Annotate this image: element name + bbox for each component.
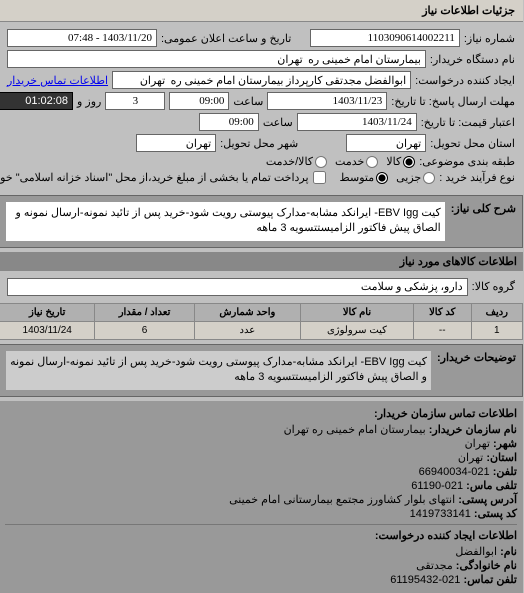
purchase-radio-group: جزیی متوسط	[341, 171, 437, 184]
request-no-field[interactable]	[311, 29, 461, 47]
th-code: کد کالا	[414, 303, 472, 321]
buyer-notes-box: توضیحات خریدار: کیت EBV Igg- ایرانکد مشا…	[0, 344, 524, 397]
contact-section: اطلاعات تماس سازمان خریدار: نام سازمان خ…	[0, 401, 524, 593]
radio-small-label: جزیی	[397, 171, 422, 184]
radio-service-label: خدمت	[336, 155, 365, 168]
delivery-city-label: شهر محل تحویل:	[221, 137, 299, 150]
contact-org: نام سازمان خریدار: بیمارستان امام خمینی …	[6, 423, 518, 436]
radio-small-input[interactable]	[424, 172, 436, 184]
reply-date-field[interactable]	[268, 92, 388, 110]
goods-section-title: اطلاعات کالاهای مورد نیاز	[0, 252, 524, 271]
th-name: نام کالا	[302, 303, 415, 321]
cell-name: کیت سرولوژی	[302, 321, 415, 339]
table-row[interactable]: 1 -- کیت سرولوژی عدد 6 1403/11/24	[1, 321, 524, 339]
th-date: تاریخ نیاز	[1, 303, 96, 321]
purchase-note: پرداخت تمام یا بخشی از مبلغ خرید،از محل …	[0, 171, 310, 184]
creator-lname: نام خانوادگی: مجدتقی	[6, 559, 518, 572]
goods-table: ردیف کد کالا نام کالا واحد شمارش تعداد /…	[0, 303, 524, 340]
contact-address: آدرس پستی: انتهای بلوار کشاورز مجتمع بیم…	[6, 493, 518, 506]
delivery-province-label: استان محل تحویل:	[431, 137, 516, 150]
th-unit: واحد شمارش	[195, 303, 301, 321]
contact-fax: تلفی ماس: 021-61190	[6, 479, 518, 492]
delivery-city-field[interactable]	[137, 134, 217, 152]
days-field[interactable]	[106, 92, 166, 110]
date-label: تاریخ و ساعت اعلان عمومی:	[162, 32, 292, 45]
buyer-notes-text: کیت EBV Igg- ایرانکد مشابه-مدارک پیوستی …	[7, 351, 432, 390]
contact-title: اطلاعات تماس سازمان خریدار:	[6, 407, 518, 420]
radio-goods-label: کالا	[387, 155, 402, 168]
radio-service[interactable]: خدمت	[336, 155, 379, 168]
contact-link[interactable]: اطلاعات تماس خریدار	[8, 74, 109, 87]
creator-fname: نام: ابوالفضل	[6, 545, 518, 558]
description-box: شرح کلی نیاز: کیت EBV Igg- ایرانکد مشابه…	[0, 195, 524, 248]
time-label-1: ساعت	[234, 95, 264, 108]
cell-code: --	[414, 321, 472, 339]
contact-phone: تلفن: 021-66940034	[6, 465, 518, 478]
cell-unit: عدد	[195, 321, 301, 339]
days-label: روز و	[78, 95, 102, 108]
reply-deadline-label: مهلت ارسال پاسخ: تا تاریخ:	[392, 95, 516, 108]
contact-postal: کد پستی: 1419733141	[6, 507, 518, 520]
requester-field[interactable]	[113, 71, 412, 89]
radio-goods-input[interactable]	[404, 156, 416, 168]
th-row: ردیف	[472, 303, 523, 321]
time-label-2: ساعت	[264, 116, 294, 129]
validity-date-field[interactable]	[298, 113, 418, 131]
radio-both-label: کالا/خدمت	[267, 155, 314, 168]
radio-both[interactable]: کالا/خدمت	[267, 155, 328, 168]
contact-province: استان: تهران	[6, 451, 518, 464]
contact-city: شهر: تهران	[6, 437, 518, 450]
date-field[interactable]	[8, 29, 158, 47]
radio-medium-input[interactable]	[377, 172, 389, 184]
budget-label: طبقه بندی موضوعی:	[420, 155, 516, 168]
cell-date: 1403/11/24	[1, 321, 96, 339]
creator-phone: تلفن تماس: 021-61195432	[6, 573, 518, 586]
goods-group-label: گروه کالا:	[473, 280, 516, 293]
description-text: کیت EBV Igg- ایرانکد مشابه-مدارک پیوستی …	[7, 202, 446, 241]
payment-checkbox[interactable]	[314, 171, 327, 184]
tab-title: جزئیات اطلاعات نیاز	[423, 5, 516, 17]
header-section: شماره نیاز: تاریخ و ساعت اعلان عمومی: نا…	[0, 22, 524, 191]
purchase-label: نوع فرآیند خرید :	[440, 171, 516, 184]
validity-time-field[interactable]	[200, 113, 260, 131]
th-qty: تعداد / مقدار	[96, 303, 195, 321]
radio-medium-label: متوسط	[341, 171, 376, 184]
buyer-notes-label: توضیحات خریدار:	[438, 351, 517, 390]
reply-time-field[interactable]	[170, 92, 230, 110]
buyer-org-label: نام دستگاه خریدار:	[431, 53, 516, 66]
requester-label: ایجاد کننده درخواست:	[416, 74, 516, 87]
cell-row: 1	[472, 321, 523, 339]
radio-goods[interactable]: کالا	[387, 155, 416, 168]
budget-radio-group: کالا خدمت کالا/خدمت	[267, 155, 416, 168]
creator-title: اطلاعات ایجاد کننده درخواست:	[6, 529, 518, 542]
buyer-org-field[interactable]	[8, 50, 427, 68]
goods-group-field[interactable]	[8, 278, 469, 296]
radio-medium[interactable]: متوسط	[341, 171, 390, 184]
remain-time-field	[0, 92, 74, 110]
radio-both-input[interactable]	[316, 156, 328, 168]
divider	[6, 524, 518, 525]
description-label: شرح کلی نیاز:	[452, 202, 517, 241]
cell-qty: 6	[96, 321, 195, 339]
radio-service-input[interactable]	[367, 156, 379, 168]
radio-small[interactable]: جزیی	[397, 171, 436, 184]
tab-header: جزئیات اطلاعات نیاز	[0, 0, 524, 22]
delivery-province-field[interactable]	[347, 134, 427, 152]
request-no-label: شماره نیاز:	[465, 32, 516, 45]
validity-label: اعتبار قیمت: تا تاریخ:	[422, 116, 516, 129]
